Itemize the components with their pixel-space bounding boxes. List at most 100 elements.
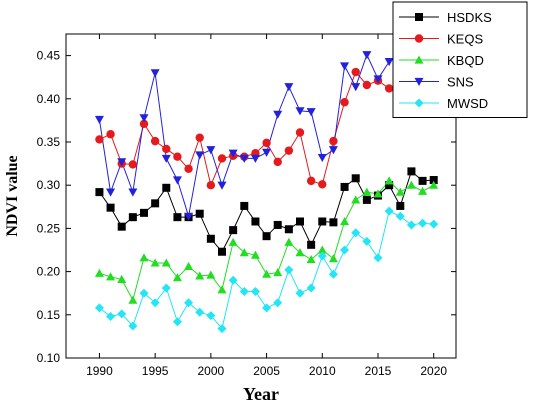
mwsd-data-point (139, 288, 149, 298)
mwsd-data-point (106, 312, 116, 322)
kbqd-data-point (373, 189, 383, 198)
sns-data-point (195, 151, 205, 160)
mwsd-data-point (117, 309, 127, 319)
kbqd-data-point (406, 180, 416, 189)
kbqd-data-point (295, 248, 305, 257)
sns-data-point (250, 154, 260, 163)
mwsd-data-point (172, 317, 182, 327)
keqs-data-point (128, 160, 138, 169)
keqs-data-point (206, 181, 216, 190)
sns-data-point (340, 62, 350, 71)
kbqd-data-point (395, 187, 405, 196)
kbqd-data-point (117, 274, 127, 283)
keqs-data-point (95, 135, 104, 144)
y-tick-label: 0.10 (37, 351, 61, 365)
keqs-data-point (106, 130, 115, 139)
x-tick-label: 1990 (86, 364, 113, 378)
keqs-data-point (195, 133, 204, 142)
y-tick-label: 0.20 (37, 265, 61, 279)
kbqd-data-point (328, 254, 338, 263)
mwsd-data-point (94, 303, 104, 313)
keqs-data-point (139, 119, 149, 129)
mwsd-data-point (228, 275, 238, 285)
kbqd-data-point (206, 270, 216, 279)
sns-data-point (94, 115, 104, 125)
mwsd-data-point (306, 283, 316, 293)
keqs-data-point (217, 154, 227, 163)
mwsd-data-point (239, 286, 249, 296)
x-tick-label: 2000 (198, 364, 225, 378)
sns-data-point (273, 110, 283, 119)
sns-data-point (239, 154, 249, 163)
mwsd-data-point (373, 253, 383, 263)
hsdks-data-point (151, 199, 160, 208)
sns-series-line (98, 53, 390, 217)
keqs-data-point (184, 164, 193, 173)
kbqd-data-point (262, 269, 272, 278)
keqs-data-point (262, 138, 271, 148)
mwsd-data-point (317, 251, 327, 261)
kbqd-data-point (351, 195, 361, 204)
hsdks-data-point (340, 182, 349, 191)
kbqd-data-point (239, 248, 249, 257)
sns-data-point (106, 188, 116, 197)
hsdks-data-point (362, 195, 371, 204)
hsdks-data-point (296, 217, 304, 226)
kbqd-legend-marker (414, 55, 424, 64)
hsdks-data-point (262, 232, 271, 241)
y-tick-label: 0.45 (37, 49, 61, 63)
keqs-data-point (284, 146, 294, 155)
hsdks-data-point (396, 201, 405, 210)
sns-data-point (262, 148, 272, 157)
sns-data-point (172, 176, 182, 185)
kbqd-data-point (306, 255, 316, 264)
mwsd-data-point (184, 298, 194, 308)
hsdks-data-point (162, 183, 171, 192)
mwsd-data-point (150, 298, 160, 308)
mwsd-data-point (395, 211, 405, 221)
mwsd-data-point (340, 245, 350, 255)
hsdks-data-point (329, 218, 338, 227)
hsdks-data-point (407, 167, 416, 176)
mwsd-data-point (362, 236, 372, 246)
sns-legend-marker (414, 77, 424, 86)
kbqd-data-point (172, 273, 182, 282)
hsdks-legend-label: HSDKS (447, 10, 492, 25)
mwsd-data-point (406, 220, 416, 230)
y-tick-label: 0.15 (37, 308, 61, 322)
mwsd-data-point (384, 206, 394, 216)
hsdks-data-point (229, 226, 238, 235)
x-tick-label: 2010 (309, 364, 336, 378)
kbqd-data-point (217, 285, 227, 294)
keqs-data-point (318, 180, 327, 189)
mwsd-legend-label: MWSD (447, 96, 488, 111)
sns-legend-label: SNS (447, 75, 474, 90)
kbqd-data-point (195, 271, 205, 280)
sns-data-point (295, 107, 305, 116)
kbqd-data-point (384, 176, 394, 185)
x-tick-label: 1995 (142, 364, 169, 378)
kbqd-data-point (340, 216, 350, 226)
keqs-legend-marker (414, 34, 424, 43)
kbqd-data-point (150, 258, 160, 267)
kbqd-data-point (418, 186, 428, 195)
sns-data-point (161, 154, 171, 163)
y-tick-label: 0.40 (37, 92, 61, 106)
hsdks-data-point (418, 176, 427, 185)
hsdks-data-point (429, 176, 438, 185)
sns-data-point (184, 212, 194, 221)
sns-data-point (362, 51, 372, 60)
keqs-data-point (150, 136, 160, 146)
sns-data-point (317, 153, 327, 163)
kbqd-data-point (250, 250, 260, 259)
x-tick-label: 2015 (365, 364, 392, 378)
kbqd-data-point (94, 268, 104, 277)
keqs-data-point (173, 152, 182, 161)
mwsd-data-point (429, 219, 439, 229)
hsdks-data-point (106, 203, 115, 212)
mwsd-data-point (328, 269, 338, 279)
x-tick-label: 2020 (420, 364, 447, 378)
sns-data-point (139, 114, 149, 123)
hsdks-data-point (240, 201, 249, 210)
